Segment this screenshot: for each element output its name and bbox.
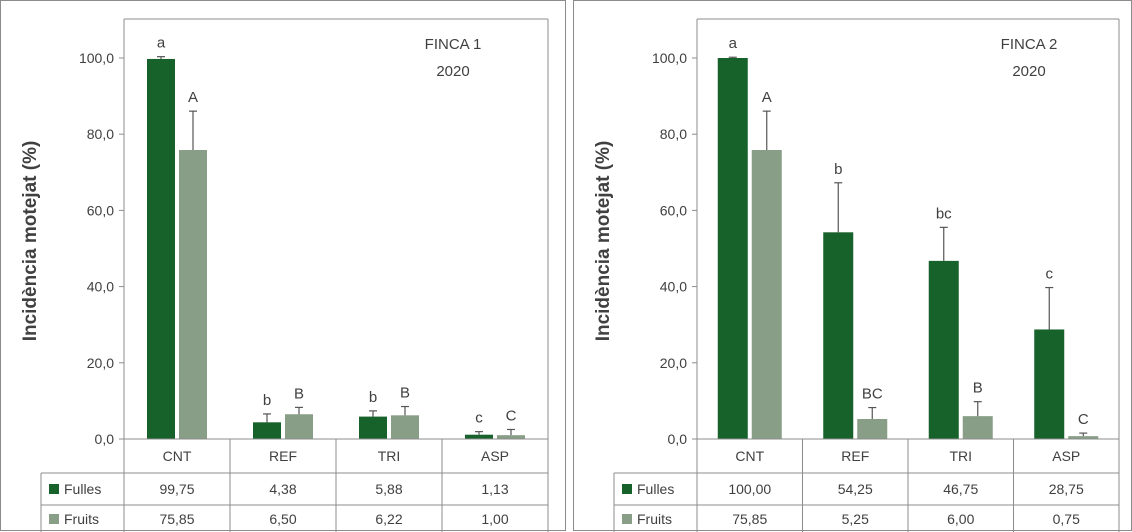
legend-swatch-fulles (49, 484, 59, 494)
bar-fruits-tri (962, 416, 993, 439)
y-tick-label: 40,0 (660, 279, 687, 295)
bar-fruits-cnt (179, 150, 207, 439)
bar-fruits-asp (1068, 436, 1099, 439)
table-value: 75,85 (159, 511, 194, 527)
significance-letter: B (294, 385, 304, 402)
y-tick-label: 100,0 (79, 50, 114, 66)
y-tick-label: 80,0 (87, 126, 114, 142)
significance-letter: A (762, 89, 772, 106)
bar-fulles-asp (1034, 329, 1065, 439)
significance-letter: B (400, 385, 410, 402)
table-value: 5,25 (842, 511, 869, 527)
bar-fulles-ref (823, 232, 854, 439)
legend-label-fruits: Fruits (64, 511, 99, 527)
y-tick-label: 20,0 (87, 355, 114, 371)
category-label: TRI (949, 448, 972, 464)
chart-title: FINCA 2 (1001, 36, 1058, 53)
significance-letter: b (369, 389, 377, 406)
chart-panel-finca-1: 0,0 20,0 40,0 60,0 80,0 100,0 Incidència motej… (0, 0, 566, 532)
table-value: 4,38 (269, 481, 296, 497)
y-tick-label: 100,0 (652, 50, 687, 66)
chart-title: FINCA 1 (425, 36, 482, 53)
table-value: 6,00 (947, 511, 974, 527)
y-axis-title: Incidència motejat (%) (20, 141, 41, 342)
y-tick-label: 60,0 (87, 202, 114, 218)
legend-swatch-fruits (49, 514, 59, 524)
y-tick-label: 80,0 (660, 126, 687, 142)
table-value: 1,00 (481, 511, 508, 527)
chart-panel-finca-2: 0,0 20,0 40,0 60,0 80,0 100,0 Incidència motej… (573, 0, 1132, 532)
y-tick-label: 60,0 (660, 202, 687, 218)
significance-letter: C (506, 407, 517, 424)
table-value: 99,75 (159, 481, 194, 497)
table-value: 54,25 (838, 481, 873, 497)
bar-fruits-tri (391, 415, 419, 439)
significance-letter: B (973, 380, 983, 397)
significance-letter: b (263, 392, 271, 409)
bar-fulles-cnt (147, 58, 175, 439)
significance-letter: BC (862, 386, 883, 403)
significance-letter: c (475, 410, 483, 427)
significance-letter: b (834, 161, 842, 178)
chart-subtitle: 2020 (1012, 63, 1045, 80)
legend-swatch-fruits (622, 514, 632, 524)
y-tick-label: 0,0 (668, 431, 688, 447)
y-tick-label: 20,0 (660, 355, 687, 371)
bar-fulles-asp (465, 434, 493, 439)
y-tick-label: 40,0 (87, 279, 114, 295)
legend-swatch-fulles (622, 484, 632, 494)
chart-finca-2: 0,0 20,0 40,0 60,0 80,0 100,0 Incidència motej… (593, 18, 1120, 532)
legend-label-fruits: Fruits (637, 511, 672, 527)
significance-letter: C (1078, 411, 1089, 428)
chart-subtitle: 2020 (436, 63, 469, 80)
significance-letter: c (1046, 266, 1054, 283)
table-value: 6,50 (269, 511, 296, 527)
category-label: CNT (163, 448, 192, 464)
bar-fruits-cnt (751, 150, 782, 439)
chart-finca-1: 0,0 20,0 40,0 60,0 80,0 100,0 Incidència motej… (20, 18, 549, 532)
significance-letter: A (188, 89, 198, 106)
table-value: 1,13 (481, 481, 508, 497)
category-label: REF (269, 448, 297, 464)
table-value: 100,00 (728, 481, 771, 497)
category-label: REF (841, 448, 869, 464)
bar-fulles-tri (359, 416, 387, 439)
significance-letter: bc (936, 205, 952, 222)
category-label: ASP (1052, 448, 1080, 464)
bar-fruits-asp (497, 435, 525, 439)
bar-fulles-cnt (717, 58, 748, 439)
significance-letter: a (157, 35, 166, 52)
table-value: 6,22 (375, 511, 402, 527)
legend-label-fulles: Fulles (64, 481, 101, 497)
bar-fruits-ref (285, 414, 313, 439)
bar-fulles-tri (928, 260, 959, 439)
y-tick-label: 0,0 (95, 431, 115, 447)
y-axis-title: Incidència motejat (%) (593, 141, 614, 342)
table-value: 75,85 (732, 511, 767, 527)
category-label: TRI (378, 448, 401, 464)
table-value: 46,75 (943, 481, 978, 497)
bar-fulles-ref (253, 422, 281, 439)
table-value: 28,75 (1049, 481, 1084, 497)
bar-fruits-ref (857, 418, 888, 439)
legend-label-fulles: Fulles (637, 481, 674, 497)
table-value: 0,75 (1053, 511, 1080, 527)
table-value: 5,88 (375, 481, 402, 497)
category-label: CNT (735, 448, 764, 464)
category-label: ASP (481, 448, 509, 464)
significance-letter: a (729, 35, 738, 52)
